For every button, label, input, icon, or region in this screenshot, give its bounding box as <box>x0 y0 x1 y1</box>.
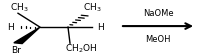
Text: NaOMe: NaOMe <box>143 9 173 18</box>
Text: CH$_2$OH: CH$_2$OH <box>65 42 97 55</box>
Text: CH$_3$: CH$_3$ <box>10 1 28 14</box>
Text: H: H <box>97 23 104 32</box>
Text: CH$_3$: CH$_3$ <box>83 1 101 14</box>
Text: MeOH: MeOH <box>145 35 171 44</box>
Text: Br: Br <box>11 46 21 55</box>
Text: H: H <box>8 23 14 32</box>
Polygon shape <box>14 27 40 44</box>
